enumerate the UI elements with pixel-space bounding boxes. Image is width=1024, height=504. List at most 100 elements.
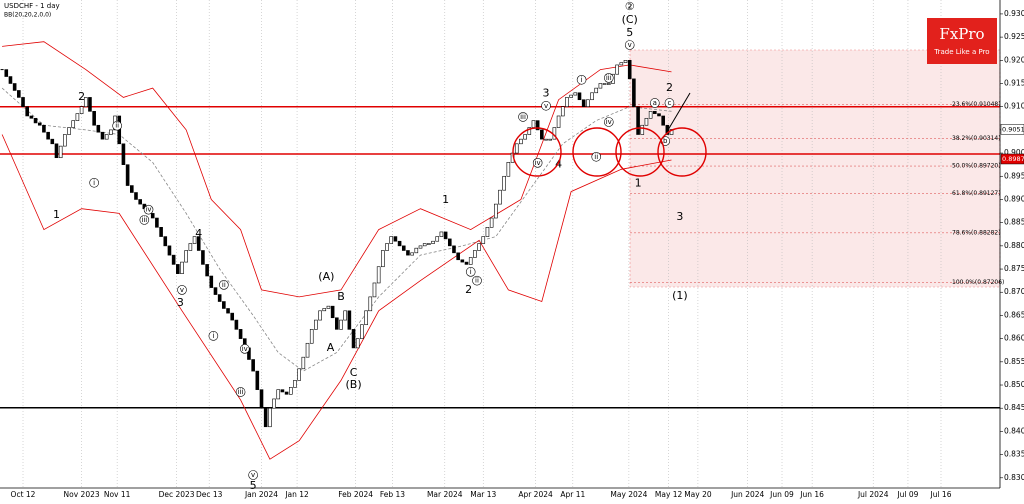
candle [104, 134, 109, 140]
x-tick-label: Jun 16 [799, 490, 824, 499]
candle [632, 78, 636, 107]
candle [25, 106, 29, 117]
candle [326, 305, 331, 309]
price-tag [1000, 124, 1024, 135]
candle [322, 308, 327, 312]
candle [129, 185, 134, 193]
indicator-label: BB(20,20,2,0,0) [4, 12, 51, 19]
wave-circle [472, 275, 482, 286]
candle [96, 124, 101, 133]
candle [155, 217, 159, 228]
wave-label: ii [475, 277, 479, 285]
candle [67, 127, 71, 135]
y-tick-label: 0.91500 [1004, 78, 1024, 87]
candle [502, 175, 506, 191]
wave-label: 1 [635, 177, 642, 190]
candle [381, 250, 385, 268]
y-tick-label: 0.87000 [1004, 287, 1024, 296]
candle [259, 389, 264, 409]
wave-label: (1) [672, 289, 688, 302]
plot: 12iiiiiiiv4iiv3iiiiivv5(A)BAC(B)12iii3ii… [0, 0, 688, 492]
candle [100, 131, 105, 140]
price-tag-label: 0.90512 [1002, 125, 1024, 133]
wave-circle [465, 267, 476, 277]
candle [29, 115, 34, 119]
candle [606, 83, 611, 85]
candle [657, 113, 661, 117]
wave-label: v [251, 471, 255, 479]
x-tick-label: May 12 [655, 490, 683, 499]
candle [535, 120, 540, 131]
wave-circle [650, 98, 660, 108]
candle [544, 138, 548, 141]
wave-circle [541, 100, 551, 111]
fib-label: 23.6%(0.91048) [952, 101, 1001, 108]
candle [288, 387, 293, 395]
candle [339, 319, 343, 330]
candle [422, 243, 427, 247]
y-tick-label: 0.88500 [1004, 218, 1024, 227]
logo-box [927, 18, 997, 64]
candle [627, 60, 632, 80]
wave-label: iii [520, 113, 526, 121]
candle [330, 305, 335, 319]
y-tick-label: 0.89500 [1004, 171, 1024, 180]
candle [577, 92, 582, 101]
candle [640, 124, 645, 135]
logo-slogan: Trade Like a Pro [933, 48, 989, 56]
x-tick-label: Jul 16 [930, 490, 952, 499]
x-tick-label: Jul 09 [896, 490, 918, 499]
candle [460, 259, 465, 263]
candle [364, 310, 368, 326]
wave-circle [532, 158, 543, 168]
wave-label: ii [222, 281, 226, 289]
candle [360, 324, 364, 339]
wave-label: i [93, 179, 95, 187]
candle [125, 164, 130, 186]
candle [468, 257, 473, 265]
candle [376, 266, 381, 284]
x-tick-label: Feb 13 [380, 490, 405, 499]
candle [238, 329, 243, 339]
candle [272, 398, 276, 409]
candle [54, 143, 59, 159]
candle [50, 138, 55, 145]
candle [565, 97, 569, 107]
candle [4, 69, 9, 77]
highlight-circle [512, 127, 562, 177]
candle [401, 245, 406, 251]
wave-circle [603, 73, 614, 83]
candle [494, 203, 498, 219]
candle [79, 106, 84, 114]
candle [623, 60, 628, 63]
candle [435, 236, 440, 242]
candle [665, 124, 670, 135]
x-tick-label: Mar 2024 [427, 490, 463, 499]
wave-circle [177, 285, 187, 295]
candle [184, 250, 188, 263]
candle [192, 236, 197, 244]
candle [109, 129, 113, 135]
wave-label: (B) [345, 378, 361, 391]
candle [159, 227, 163, 237]
x-tick-label: Jun 2024 [730, 490, 764, 499]
candle [598, 83, 603, 89]
candle [531, 120, 536, 128]
candle [42, 124, 46, 133]
candle [12, 83, 17, 91]
x-tick-label: Oct 12 [11, 490, 36, 499]
candle [255, 370, 260, 390]
candle [556, 115, 561, 128]
y-tick-label: 0.83000 [1004, 473, 1024, 482]
candle [92, 111, 96, 126]
y-tick-label: 0.90000 [1004, 148, 1024, 157]
candle [226, 308, 230, 314]
candle [485, 227, 490, 237]
candle [301, 356, 306, 370]
candle [293, 380, 297, 388]
wave-label: a [653, 99, 657, 107]
x-tick-label: Apr 11 [560, 490, 585, 499]
x-tick-label: Dec 2023 [159, 490, 195, 499]
band-line [2, 41, 672, 298]
wave-circle [248, 470, 258, 480]
